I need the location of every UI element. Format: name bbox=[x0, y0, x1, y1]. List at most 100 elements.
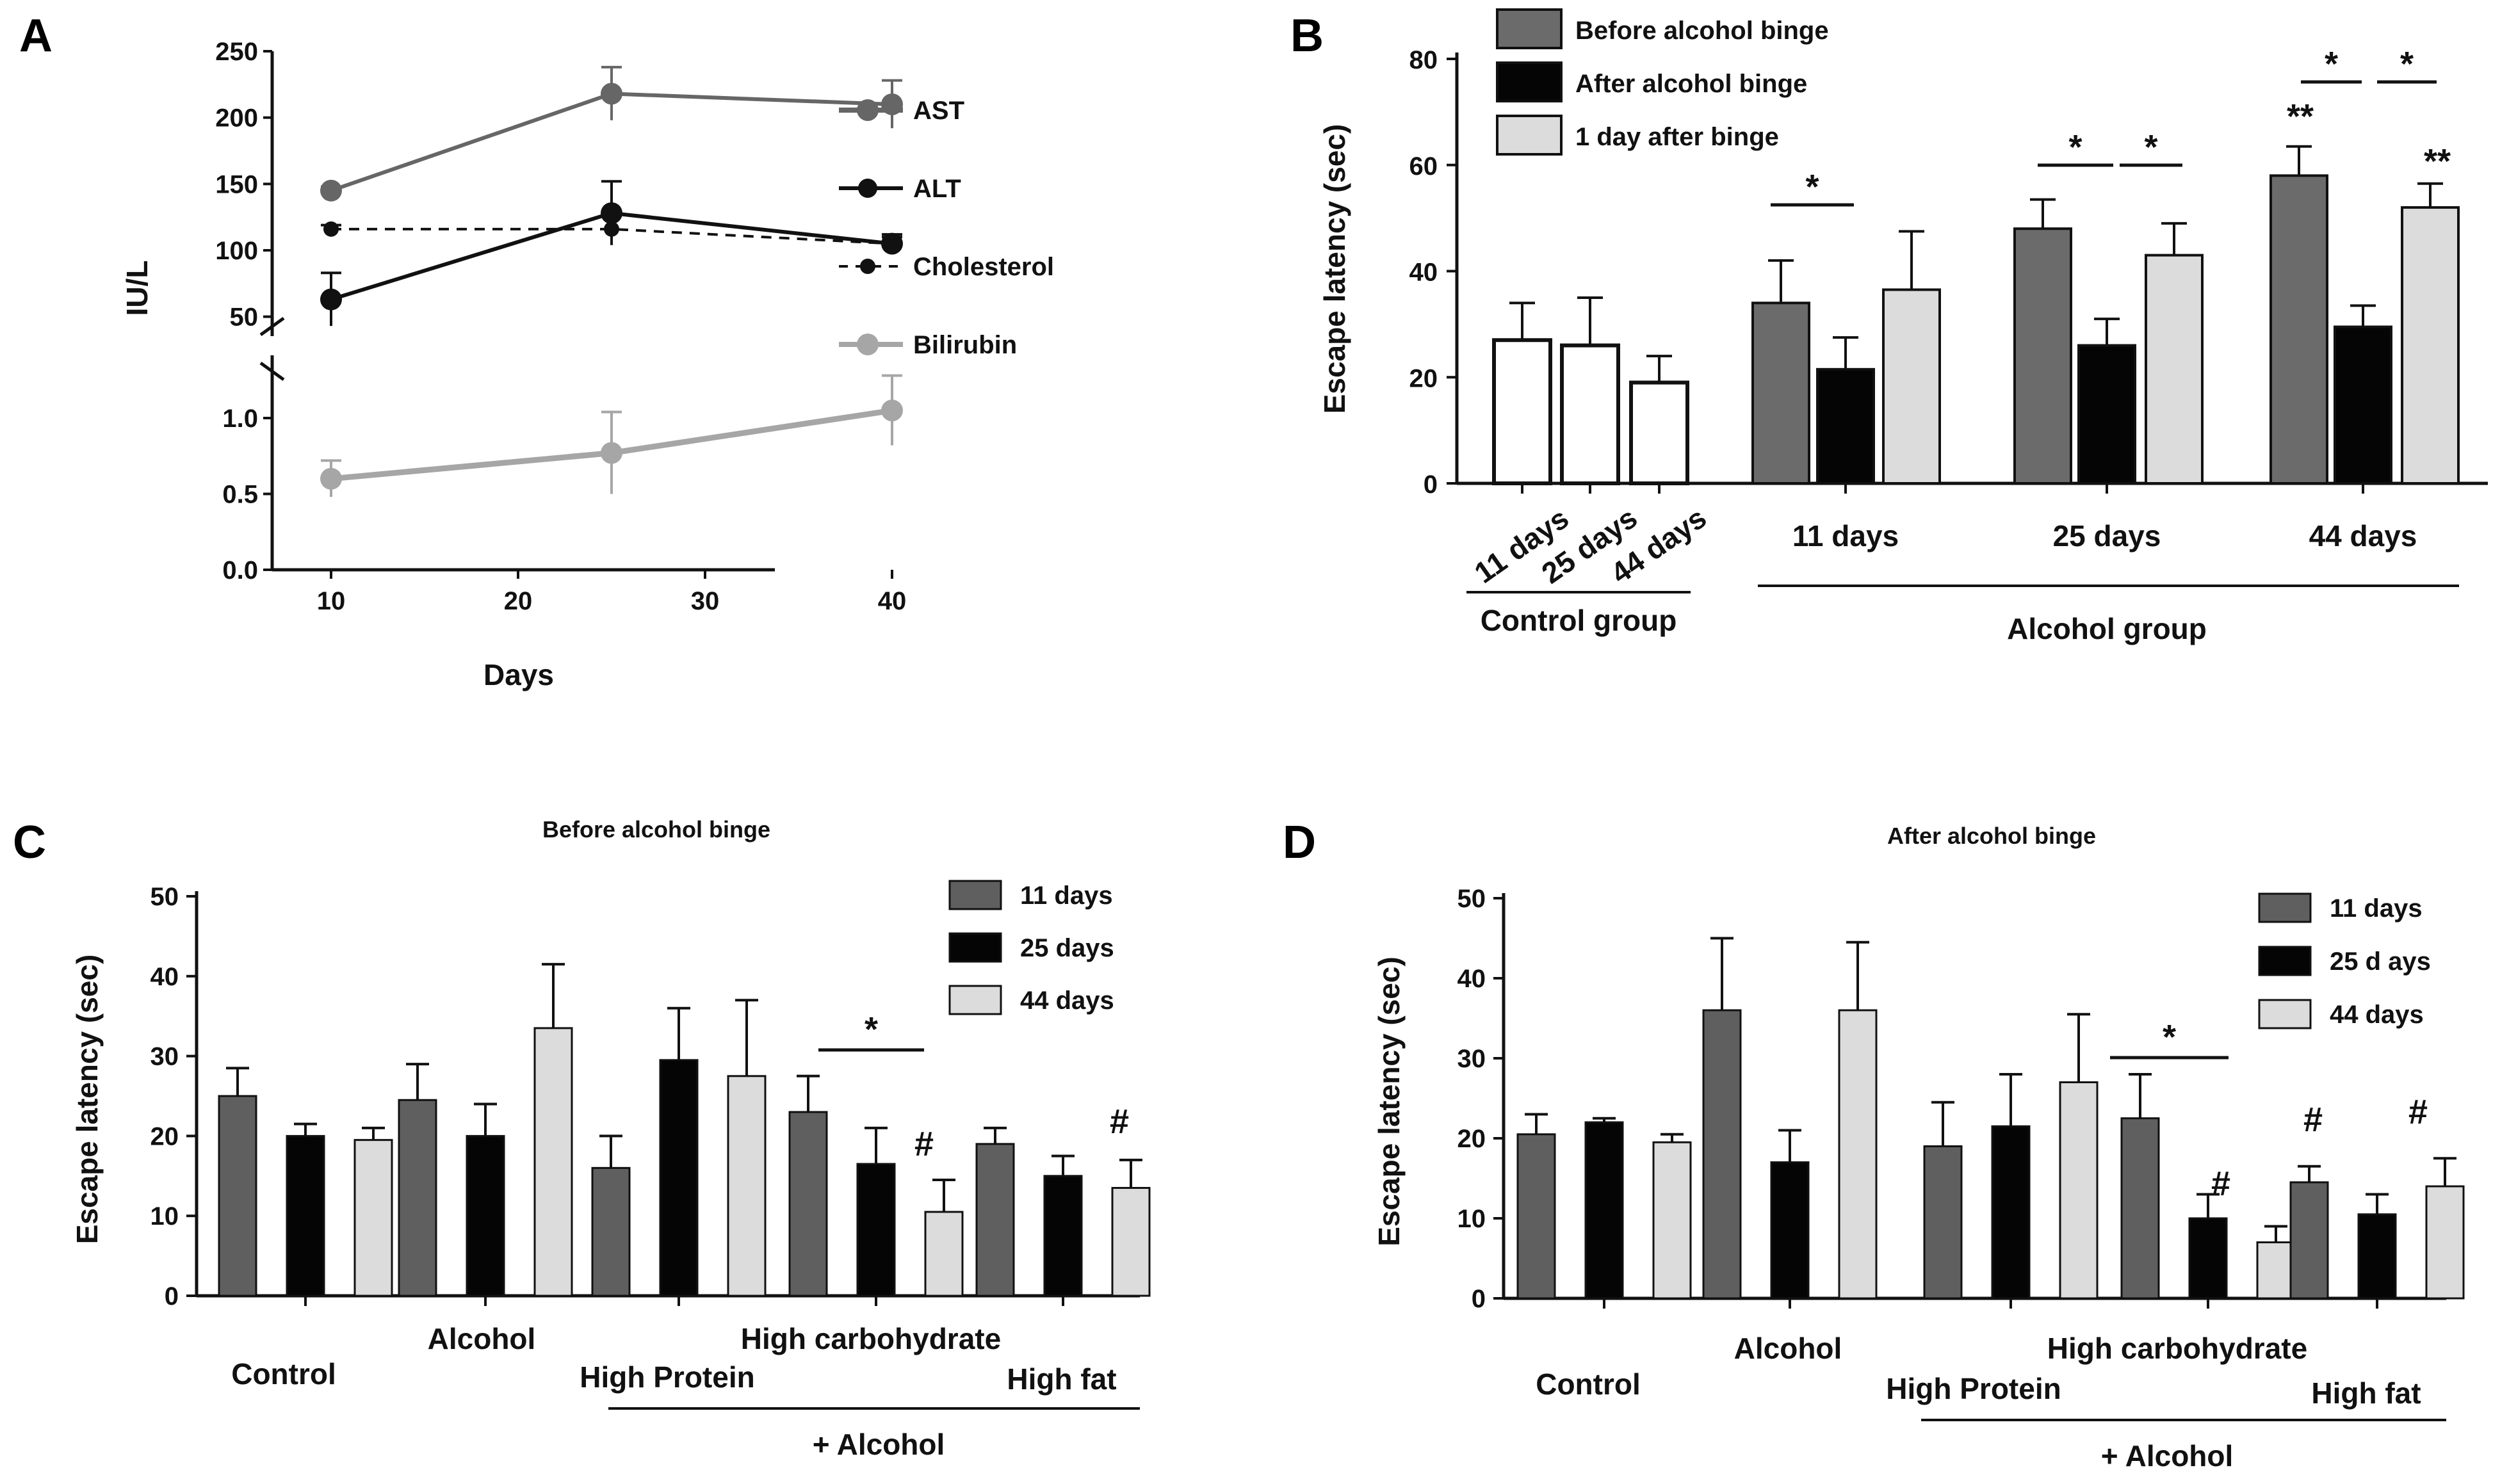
d-y-tick-label: 0 bbox=[1472, 1285, 1486, 1313]
b-control-bar bbox=[1629, 380, 1689, 485]
a-legend-label-cholesterol: Cholesterol bbox=[913, 253, 1054, 281]
c-y-tick-label: 40 bbox=[150, 963, 179, 991]
b-y-tick-label: 20 bbox=[1409, 364, 1438, 392]
d-hash-mark: # bbox=[2408, 1093, 2428, 1131]
a-upper-y-tick-label: 200 bbox=[215, 104, 258, 133]
a-upper-y-tick-label: 50 bbox=[230, 303, 259, 332]
d-label-high-protein: High Protein bbox=[1886, 1372, 2061, 1405]
b-control-error-bar bbox=[1646, 355, 1672, 383]
d-chart-title: After alcohol binge bbox=[1887, 823, 2096, 849]
c-error-bar bbox=[984, 1126, 1007, 1144]
c-legend-label: 44 days bbox=[1020, 987, 1114, 1015]
b-control-bar bbox=[1560, 343, 1620, 486]
d-error-bar bbox=[1778, 1129, 1801, 1163]
b-y-tick-label: 80 bbox=[1409, 46, 1438, 74]
c-bar-44-days bbox=[924, 1211, 964, 1297]
d-bar-11-days bbox=[1516, 1133, 1556, 1300]
b-y-axis-label: Escape latency (sec) bbox=[1318, 124, 1351, 414]
d-legend-label: 11 days bbox=[2330, 894, 2423, 923]
d-y-tick-label: 10 bbox=[1457, 1205, 1486, 1233]
d-label-alcohol: Alcohol bbox=[1734, 1332, 1842, 1365]
c-legend-swatch bbox=[948, 932, 1002, 963]
a-legend-label-ast: AST bbox=[913, 97, 964, 125]
b-legend-swatch bbox=[1496, 8, 1563, 49]
c-hash-mark: # bbox=[914, 1125, 934, 1163]
d-error-bar bbox=[2196, 1193, 2220, 1218]
d-legend-swatch bbox=[2258, 892, 2312, 923]
b-legend-label: After alcohol binge bbox=[1575, 70, 1807, 98]
panel-letter-b: B bbox=[1290, 10, 1324, 61]
c-bar-25-days bbox=[286, 1134, 325, 1297]
d-bar-44-days bbox=[2256, 1241, 2296, 1300]
c-error-bar bbox=[667, 1006, 690, 1060]
b-control-error-bar bbox=[1509, 302, 1535, 341]
c-error-bar bbox=[932, 1179, 955, 1212]
d-error-bar bbox=[2366, 1193, 2389, 1214]
b-control-error-bar bbox=[1577, 296, 1603, 346]
c-label-high-fat: High fat bbox=[1007, 1362, 1116, 1396]
b-error-bar bbox=[1768, 259, 1794, 303]
d-bar-25-days bbox=[1991, 1125, 2031, 1300]
d-legend-swatch bbox=[2258, 999, 2312, 1029]
d-error-bar bbox=[1525, 1113, 1548, 1134]
b-significance-star: * bbox=[1805, 168, 1819, 206]
c-legend-label: 25 days bbox=[1020, 934, 1114, 962]
b-error-bar bbox=[1899, 230, 1924, 290]
c-chart-title: Before alcohol binge bbox=[542, 816, 770, 843]
d-bar-25-days bbox=[2188, 1217, 2228, 1300]
b-bar-before bbox=[2269, 174, 2328, 485]
a-point-bilirubin bbox=[881, 399, 903, 422]
panel-letter-a: A bbox=[19, 10, 53, 61]
a-axis-break-1 bbox=[259, 316, 285, 337]
d-bar-11-days bbox=[1702, 1009, 1742, 1300]
b-double-star-before: ** bbox=[2287, 97, 2314, 136]
d-y-tick-label: 40 bbox=[1457, 965, 1486, 993]
d-label-plus-alcohol: + Alcohol bbox=[2101, 1439, 2234, 1472]
a-upper-y-tick-label: 150 bbox=[215, 170, 258, 198]
b-error-bar bbox=[1833, 336, 1858, 369]
b-legend-swatch bbox=[1496, 61, 1563, 102]
a-upper-y-tick-label: 100 bbox=[215, 237, 258, 265]
d-y-tick-label: 50 bbox=[1457, 885, 1486, 913]
b-bar-before bbox=[1751, 302, 1810, 485]
c-bar-25-days bbox=[1043, 1175, 1083, 1297]
c-y-axis-label: Escape latency (sec) bbox=[70, 955, 104, 1245]
b-error-bar bbox=[2350, 304, 2376, 327]
b-alcohol-group-label: Alcohol group bbox=[2007, 612, 2207, 645]
a-point-alt bbox=[320, 288, 342, 311]
panel-b-bar-chart: B 80 60 40 20 0 Escape latency (sec) 11 days 25 … bbox=[1290, 8, 2488, 645]
d-error-bar bbox=[2433, 1157, 2456, 1186]
b-legend-label: 1 day after binge bbox=[1575, 123, 1779, 151]
b-error-bar bbox=[2094, 318, 2120, 346]
c-label-alcohol: Alcohol bbox=[428, 1322, 536, 1355]
c-error-bar bbox=[599, 1134, 622, 1168]
a-x-tick-label: 10 bbox=[317, 587, 346, 615]
b-bar-oneday bbox=[2401, 206, 2460, 485]
c-bar-44-days bbox=[353, 1139, 393, 1297]
panel-c-bar-chart: C Before alcohol binge 50 40 30 20 10 0 Escape l… bbox=[13, 816, 1151, 1461]
c-y-tick-label: 20 bbox=[150, 1122, 179, 1150]
panel-a-line-chart: A 250 200 150 100 50 1.0 0.5 0.0 10 20 30 40 IU/L Days… bbox=[19, 10, 1054, 691]
a-x-tick-label: 40 bbox=[878, 587, 907, 615]
b-control-group-label: Control group bbox=[1481, 604, 1677, 637]
b-bar-oneday bbox=[1882, 288, 1941, 485]
a-legend-label-alt: ALT bbox=[913, 175, 961, 203]
a-lower-y-tick-label: 0.5 bbox=[222, 481, 258, 509]
c-bar-44-days bbox=[727, 1075, 767, 1297]
a-x-axis-label: Days bbox=[483, 658, 554, 691]
d-label-control: Control bbox=[1536, 1367, 1641, 1401]
c-error-bar bbox=[542, 963, 565, 1028]
d-legend-label: 44 days bbox=[2330, 1001, 2424, 1029]
b-significance-star: * bbox=[2144, 128, 2157, 166]
d-bar-11-days bbox=[1923, 1145, 1963, 1300]
d-error-bar bbox=[2067, 1013, 2090, 1083]
b-error-bar bbox=[2417, 182, 2443, 208]
c-bar-25-days bbox=[466, 1134, 505, 1297]
c-error-bar bbox=[362, 1126, 385, 1140]
a-legend-marker-bilirubin bbox=[857, 334, 879, 355]
a-point-bilirubin bbox=[601, 442, 622, 464]
c-error-bar bbox=[294, 1122, 317, 1136]
d-bar-44-days bbox=[2425, 1185, 2465, 1300]
a-lower-y-tick-label: 0.0 bbox=[222, 556, 258, 585]
c-error-bar bbox=[1119, 1158, 1142, 1188]
